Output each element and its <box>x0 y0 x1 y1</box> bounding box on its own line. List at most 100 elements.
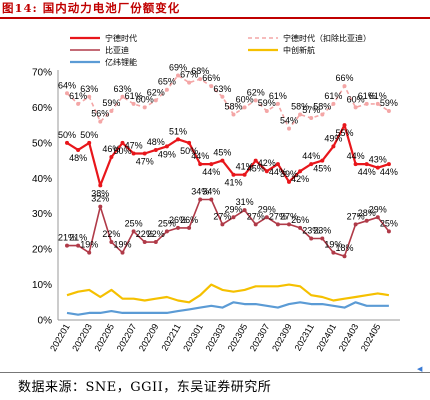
series-point <box>98 119 103 124</box>
data-label: 39% <box>280 169 298 179</box>
data-label: 60% <box>236 94 254 104</box>
series-point <box>375 101 380 106</box>
series-point <box>331 101 336 106</box>
data-label: 25% <box>380 218 398 228</box>
data-label: 59% <box>258 98 276 108</box>
series-line <box>66 283 390 304</box>
x-tick-label: 202403 <box>337 322 361 353</box>
data-label: 22% <box>136 229 154 239</box>
series-point <box>309 236 314 241</box>
series-point <box>187 140 192 145</box>
series-point <box>320 158 325 163</box>
data-label: 62% <box>147 87 165 97</box>
data-label: 44% <box>202 167 220 177</box>
series-point <box>242 208 247 213</box>
x-tick-label: 202405 <box>359 322 383 353</box>
series-point <box>187 80 192 85</box>
data-label: 29% <box>224 204 242 214</box>
series-point <box>253 222 258 227</box>
y-tick-label: 60% <box>32 103 52 114</box>
series-point <box>120 250 125 255</box>
series-point <box>353 162 358 167</box>
data-label: 44% <box>358 167 376 177</box>
corner-arrow-icon: ◀ <box>417 365 423 373</box>
series-point <box>264 215 269 220</box>
x-tick-label: 202301 <box>181 322 205 353</box>
data-label: 27% <box>347 211 365 221</box>
series-point <box>320 236 325 241</box>
series-point <box>275 222 280 227</box>
series-point <box>153 98 158 103</box>
data-label: 58% <box>313 102 331 112</box>
data-label: 62% <box>247 87 265 97</box>
y-axis-ticks: 0% 10% 20% 30% 40% 50% 60% 70% <box>32 68 52 327</box>
series-point <box>287 126 291 131</box>
data-label: 48% <box>69 153 87 163</box>
series-point <box>220 94 225 99</box>
data-label: 41% <box>224 178 242 188</box>
data-label: 47% <box>125 140 143 150</box>
series-point <box>298 225 303 230</box>
data-label: 42% <box>258 158 276 168</box>
data-label: 61% <box>269 91 287 101</box>
series-point <box>364 162 369 167</box>
data-label: 59% <box>380 98 398 108</box>
series-points <box>65 73 391 259</box>
data-label: 19% <box>324 240 342 250</box>
data-label: 66% <box>335 73 353 83</box>
x-tick-label: 202305 <box>226 322 250 353</box>
data-label: 66% <box>202 73 220 83</box>
series-line <box>66 74 390 130</box>
series-point <box>87 94 92 99</box>
series-point <box>198 77 203 82</box>
y-tick-label: 20% <box>32 245 52 256</box>
data-label: 22% <box>102 229 120 239</box>
data-label: 28% <box>358 208 376 218</box>
series-point <box>109 155 114 160</box>
series-point <box>342 254 347 259</box>
x-tick-label: 202303 <box>203 322 227 353</box>
series-lines <box>66 74 390 316</box>
series-point <box>76 243 81 248</box>
data-label: 45% <box>313 164 331 174</box>
series-point <box>176 73 180 78</box>
series-point <box>264 108 269 113</box>
series-point <box>87 140 92 145</box>
data-label: 50% <box>80 130 98 140</box>
data-label: 44% <box>380 167 398 177</box>
data-label: 51% <box>169 126 187 136</box>
x-tick-label: 202207 <box>115 322 139 353</box>
data-label: 61% <box>125 91 143 101</box>
series-line <box>66 123 390 187</box>
series-point <box>375 215 380 220</box>
y-tick-label: 40% <box>32 174 52 185</box>
series-point <box>375 165 380 170</box>
data-label: 49% <box>324 133 342 143</box>
data-source-note: 数据来源：SNE，GGII，东吴证券研究所 <box>18 380 272 395</box>
x-tick-label: 202309 <box>270 322 294 353</box>
figure-title: 图14: 国内动力电池厂份额变化 <box>2 1 181 15</box>
data-label: 59% <box>102 98 120 108</box>
series-point <box>209 197 214 202</box>
series-point <box>342 84 347 89</box>
series-point <box>386 162 391 167</box>
series-point <box>142 151 147 156</box>
data-label: 32% <box>91 194 109 204</box>
data-label: 22% <box>147 229 165 239</box>
data-label: 38% <box>91 188 109 198</box>
series-point <box>153 240 158 245</box>
data-label: 21% <box>58 233 76 243</box>
series-point <box>142 240 147 245</box>
series-point <box>287 179 291 184</box>
y-tick-label: 30% <box>32 209 52 220</box>
series-point <box>342 123 347 128</box>
series-point <box>87 250 92 255</box>
series-point <box>386 108 391 113</box>
data-label: 50% <box>180 146 198 156</box>
data-label: 26% <box>291 215 309 225</box>
series-point <box>65 140 69 145</box>
series-line <box>66 301 389 316</box>
series-point <box>231 172 236 177</box>
x-tick-label: 202311 <box>293 322 316 352</box>
series-point <box>142 105 147 110</box>
